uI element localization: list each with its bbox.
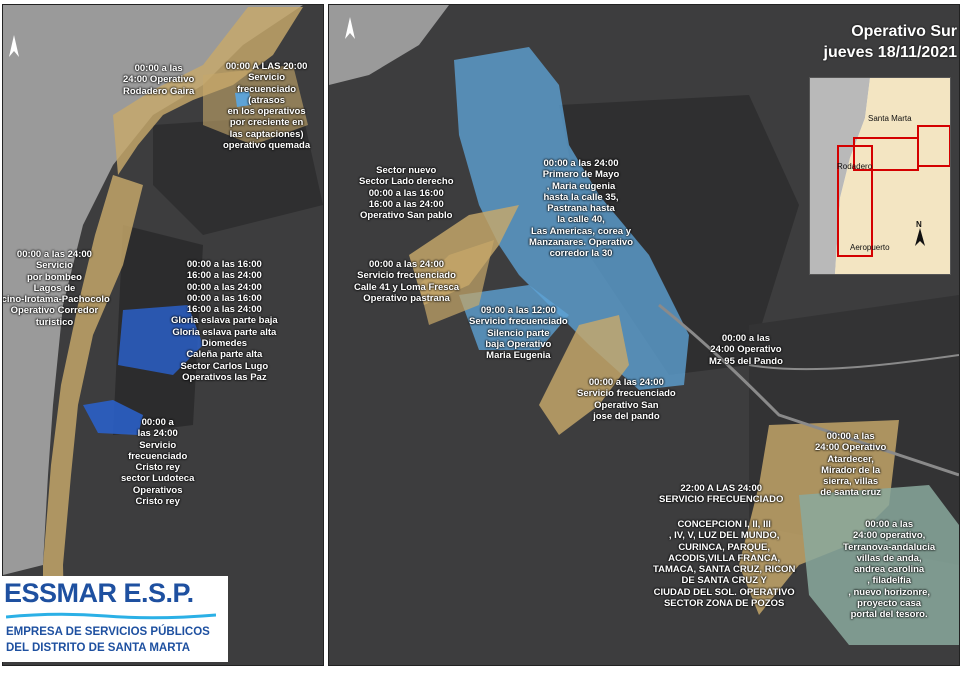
- zone-quemada-blue: [235, 91, 251, 107]
- zone-maria-eugenia: [459, 285, 569, 350]
- logo-subtitle-1: EMPRESA DE SERVICIOS PÚBLICOS: [6, 626, 210, 638]
- label-servicio-frecuenciado: 22:00 A LAS 24:00 SERVICIO FRECUENCIADO: [659, 483, 784, 506]
- sea-area-left: [3, 5, 303, 575]
- inset-north-letter: N: [916, 220, 922, 229]
- zone-san-jose-del-pando: [539, 315, 629, 435]
- label-quemada: 00:00 A LAS 20:00 Servicio frecuenciado …: [223, 61, 311, 152]
- road-line: [748, 354, 959, 371]
- urban-patch: [153, 115, 323, 235]
- north-arrow-icon: [341, 17, 359, 45]
- location-inset-map: Santa Marta Rodadero Aeropuerto N: [809, 77, 951, 275]
- right-map-graphic: [329, 5, 959, 645]
- label-rodadero-gaira: 00:00 a las 24:00 Operativo Rodadero Gai…: [123, 63, 195, 97]
- logo-brand-text: ESSMAR E.S.P.: [4, 578, 194, 608]
- label-maria-eugenia: 09:00 a las 12:00 Servicio frecuenciado …: [469, 305, 568, 362]
- left-map-panel: 00:00 a las 24:00 Operativo Rodadero Gai…: [2, 4, 324, 666]
- label-cristo-rey: 00:00 a las 24:00 Servicio frecuenciado …: [121, 417, 195, 508]
- label-mz95-pando: 00:00 a las 24:00 Operativo Mz 95 del Pa…: [709, 333, 783, 367]
- zone-primero-de-mayo: [454, 47, 689, 390]
- zone-cristo-rey: [83, 400, 143, 435]
- logo-wave-graphic: [6, 612, 216, 620]
- label-primero-de-mayo: 00:00 a las 24:00 Primero de Mayo , Mari…: [529, 158, 634, 260]
- north-arrow-icon: [5, 35, 23, 63]
- label-san-jose-del-pando: 00:00 a las 24:00 Servicio frecuenciado …: [577, 377, 676, 422]
- label-san-pablo: Sector nuevo Sector Lado derecho 00:00 a…: [359, 165, 454, 222]
- inset-label-aeropuerto: Aeropuerto: [850, 243, 890, 252]
- logo-subtitle-2: DEL DISTRITO DE SANTA MARTA: [6, 642, 190, 654]
- label-pastrana: 00:00 a las 24:00 Servicio frecuenciado …: [354, 259, 460, 304]
- label-las-paz: 00:00 a las 16:00 16:00 a las 24:00 00:0…: [171, 259, 278, 383]
- inset-label-rodadero: Rodadero: [837, 162, 873, 171]
- inset-label-santa-marta: Santa Marta: [868, 114, 912, 123]
- essmar-logo: ESSMAR E.S.P. EMPRESA DE SERVICIOS PÚBLI…: [0, 576, 228, 662]
- sea-area-right: [329, 5, 449, 85]
- zone-terranova: [799, 485, 959, 645]
- label-terranova: 00:00 a las 24:00 operativo, Terranova-a…: [843, 519, 936, 621]
- label-atardecer: 00:00 a las 24:00 Operativo Atardecer, M…: [815, 431, 887, 499]
- inset-extent-box: [837, 145, 873, 257]
- inset-north-arrow-icon: [915, 228, 925, 246]
- map-title: Operativo Sur jueves 18/11/2021: [823, 23, 957, 61]
- right-map-panel: Operativo Sur jueves 18/11/2021 Santa Ma…: [328, 4, 960, 666]
- zone-las-paz: [118, 305, 203, 375]
- label-corredor-turistico: 00:00 a las 24:00 Servicio por bombeo La…: [2, 249, 110, 328]
- zone-quemada: [203, 65, 308, 145]
- label-zona-de-pozos: CONCEPCION I, II, III , IV, V, LUZ DEL M…: [653, 519, 796, 610]
- zone-pastrana: [419, 240, 494, 325]
- road-line: [658, 303, 959, 477]
- urban-patch: [559, 95, 799, 375]
